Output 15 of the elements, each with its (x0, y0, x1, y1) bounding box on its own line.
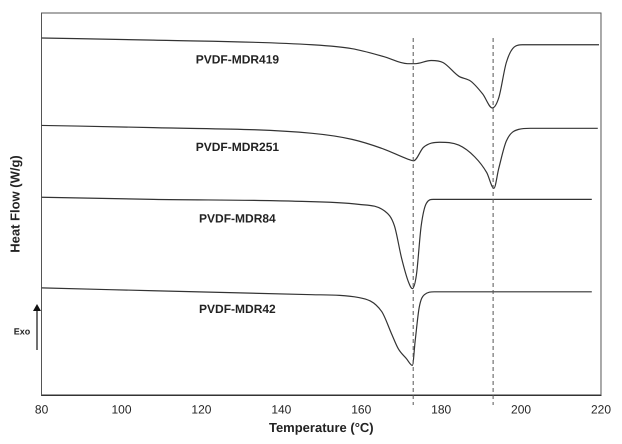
x-axis-title: Temperature (°C) (268, 420, 374, 435)
series-label: PVDF-MDR251 (196, 140, 280, 154)
x-tick-label: 80 (34, 402, 49, 417)
series-label: PVDF-MDR419 (196, 52, 280, 66)
x-tick-label: 200 (511, 402, 532, 417)
x-tick-label: 220 (590, 402, 612, 417)
x-tick-label: 120 (191, 402, 212, 417)
x-tick-label: 180 (431, 402, 452, 417)
x-tick-label: 160 (351, 402, 372, 417)
x-tick-label: 100 (111, 402, 132, 417)
series-label: PVDF-MDR42 (199, 302, 276, 316)
text: Exo (14, 326, 31, 336)
x-tick-label: 140 (271, 402, 292, 417)
y-axis-title: Heat Flow (W/g) (7, 155, 22, 253)
series-label: PVDF-MDR84 (199, 212, 276, 226)
